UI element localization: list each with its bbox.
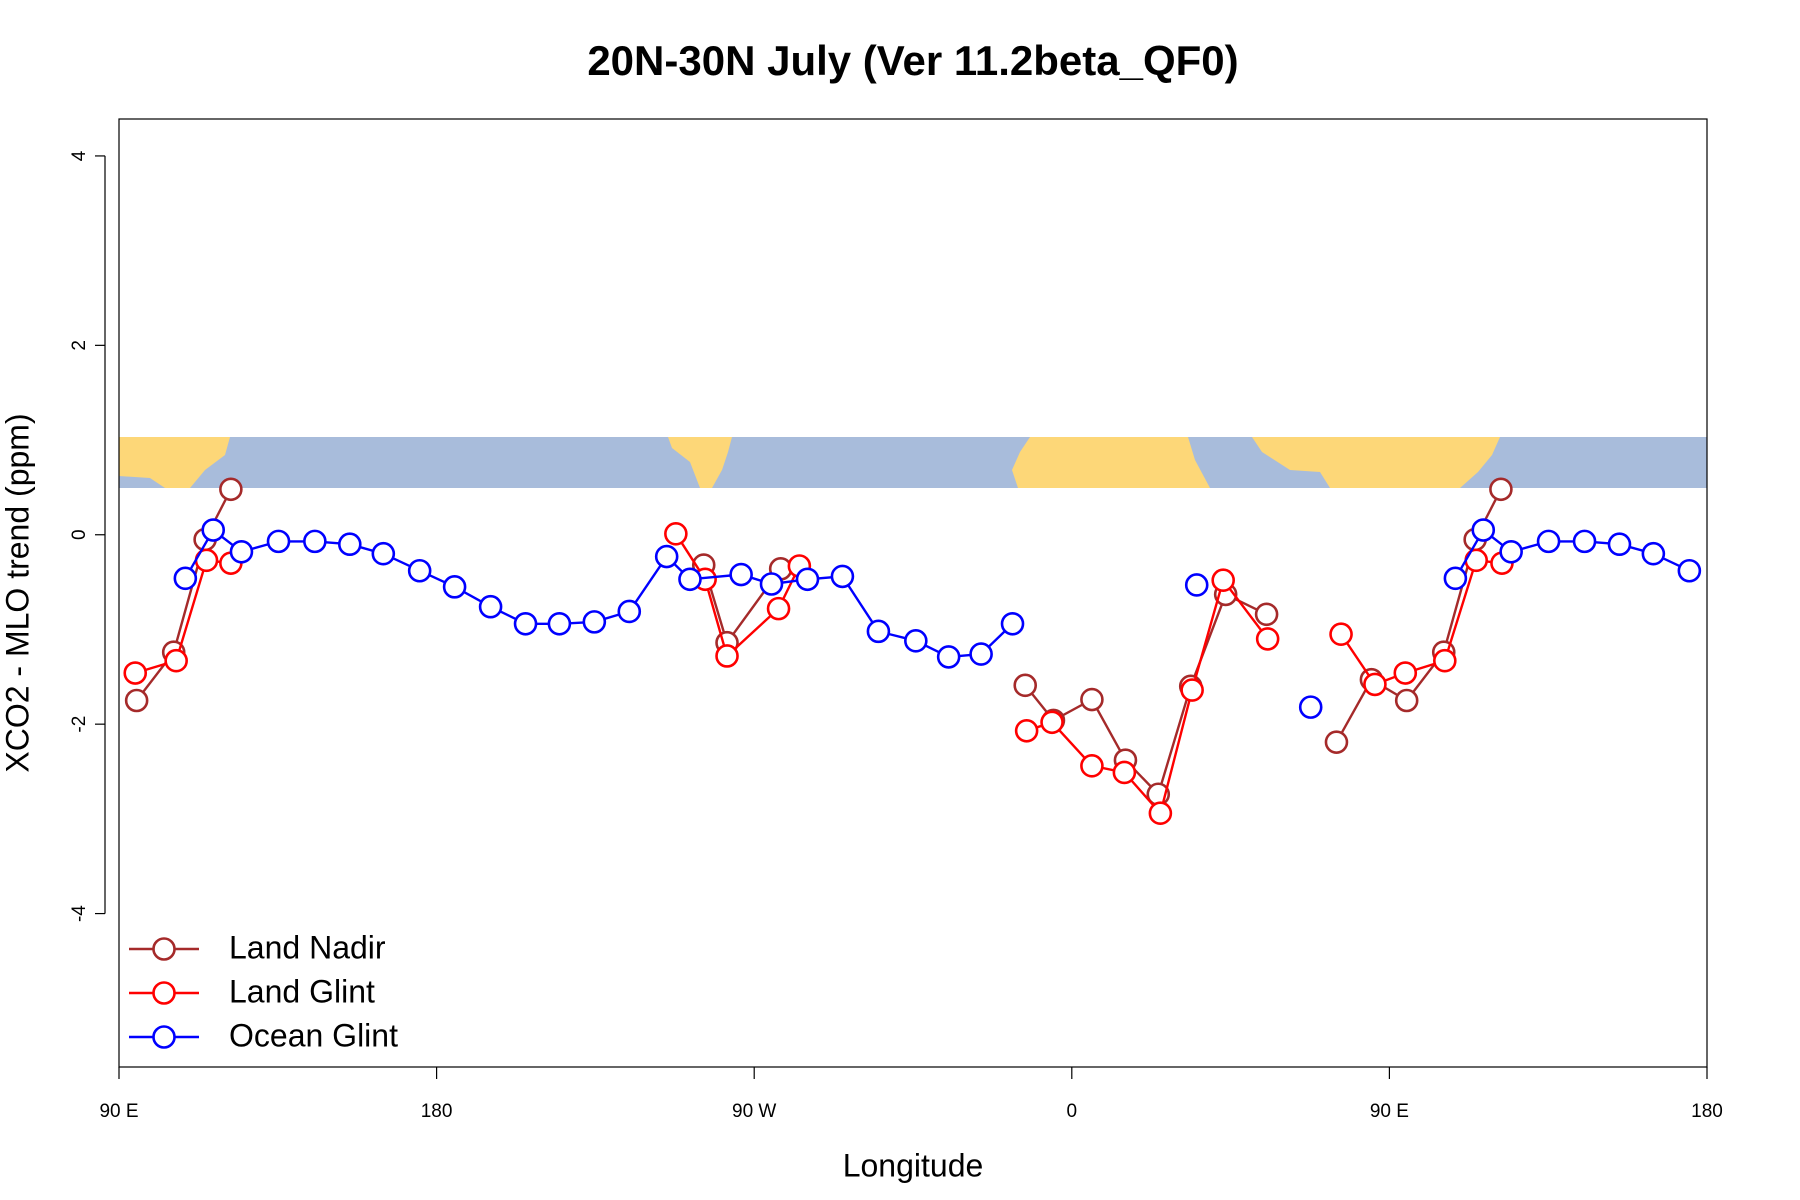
point bbox=[582, 610, 607, 634]
point bbox=[1040, 710, 1064, 735]
point bbox=[729, 562, 753, 587]
point bbox=[1433, 648, 1457, 673]
y-tick-label: 2 bbox=[69, 340, 90, 351]
point bbox=[547, 611, 572, 636]
legend-marker bbox=[152, 937, 176, 961]
point bbox=[1324, 730, 1349, 754]
point bbox=[795, 567, 820, 592]
y-tick-label: -2 bbox=[69, 716, 90, 733]
point bbox=[201, 518, 226, 542]
legend-marker bbox=[152, 1025, 176, 1049]
point bbox=[1329, 622, 1353, 646]
point bbox=[1393, 661, 1418, 685]
point bbox=[1572, 529, 1597, 554]
y-tick-label: 0 bbox=[69, 529, 90, 540]
point bbox=[830, 564, 855, 589]
point bbox=[1641, 541, 1666, 566]
land-asia bbox=[119, 437, 230, 488]
map-band bbox=[119, 437, 1707, 488]
series-line bbox=[184, 528, 1690, 659]
point bbox=[1363, 672, 1387, 697]
point bbox=[654, 544, 679, 569]
point bbox=[1607, 532, 1632, 557]
point bbox=[766, 596, 791, 621]
point bbox=[1499, 540, 1523, 564]
x-tick-label: 90 E bbox=[99, 1101, 138, 1122]
point bbox=[266, 529, 291, 554]
chart-title: 20N-30N July (Ver 11.2beta_QF0) bbox=[587, 37, 1238, 84]
point bbox=[969, 642, 993, 666]
x-axis-label: Longitude bbox=[843, 1147, 984, 1183]
legend-label: Land Nadir bbox=[229, 929, 386, 965]
land-arabia-india bbox=[1252, 437, 1500, 488]
point bbox=[442, 575, 467, 599]
point bbox=[1014, 718, 1039, 743]
point bbox=[759, 572, 784, 596]
point bbox=[678, 567, 702, 592]
x-tick-label: 0 bbox=[1067, 1101, 1078, 1122]
legend-marker bbox=[152, 981, 176, 1005]
legend-label: Land Glint bbox=[229, 973, 375, 1009]
x-tick-label: 180 bbox=[1691, 1101, 1723, 1122]
point bbox=[164, 648, 188, 673]
point bbox=[1013, 673, 1038, 698]
point bbox=[904, 629, 928, 653]
point bbox=[371, 541, 396, 566]
y-tick-label: 4 bbox=[69, 150, 90, 161]
point bbox=[1255, 627, 1280, 651]
point bbox=[1211, 568, 1235, 593]
point bbox=[1000, 611, 1025, 636]
land-africa bbox=[1012, 437, 1210, 488]
point bbox=[1471, 518, 1496, 542]
point bbox=[123, 661, 148, 685]
point bbox=[407, 558, 432, 583]
point bbox=[1298, 695, 1323, 719]
point bbox=[1184, 573, 1209, 597]
point bbox=[715, 644, 739, 668]
point bbox=[1080, 754, 1104, 778]
plot-frame bbox=[118, 118, 1708, 1068]
legend-label: Ocean Glint bbox=[229, 1017, 398, 1053]
point bbox=[1443, 566, 1468, 591]
point bbox=[1394, 688, 1419, 713]
x-tick-label: 90 W bbox=[732, 1101, 776, 1122]
point bbox=[1180, 678, 1204, 702]
x-tick-label: 90 E bbox=[1370, 1101, 1409, 1122]
point bbox=[478, 594, 503, 619]
point bbox=[936, 645, 961, 669]
point bbox=[303, 529, 327, 554]
point bbox=[1489, 477, 1513, 502]
point bbox=[337, 532, 362, 557]
point bbox=[1112, 760, 1137, 785]
point bbox=[124, 688, 149, 713]
y-tick-label: -4 bbox=[69, 905, 90, 922]
point bbox=[866, 619, 891, 644]
point bbox=[1536, 529, 1561, 554]
y-axis-label: XCO2 - MLO trend (ppm) bbox=[0, 413, 35, 772]
point bbox=[173, 566, 198, 591]
point bbox=[617, 599, 642, 624]
point bbox=[513, 611, 538, 636]
point bbox=[229, 540, 254, 564]
series-line bbox=[135, 488, 1502, 797]
x-tick-label: 180 bbox=[421, 1101, 453, 1122]
point bbox=[219, 477, 243, 502]
point bbox=[1254, 602, 1279, 627]
point bbox=[1677, 558, 1702, 583]
point bbox=[664, 522, 688, 546]
point bbox=[1148, 801, 1173, 825]
land-america bbox=[668, 437, 732, 488]
point bbox=[1080, 687, 1104, 712]
